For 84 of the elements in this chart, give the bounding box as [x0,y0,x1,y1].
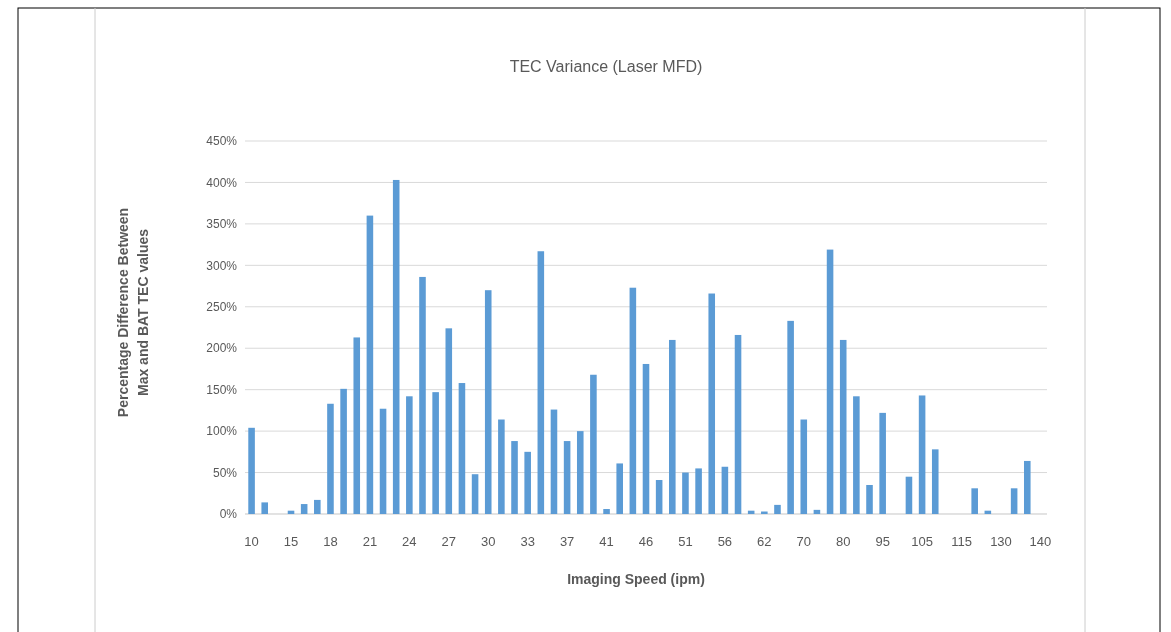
x-tick-label: 41 [599,534,614,549]
y-tick-label: 400% [206,175,238,190]
bar [787,320,794,514]
bar [866,484,873,514]
y-tick-label: 450% [206,134,238,149]
bar [445,328,453,514]
bar [695,468,702,514]
x-tick-label: 105 [911,534,933,549]
bar [655,480,663,514]
bar [498,419,505,514]
bar [379,408,387,514]
bar [419,276,426,514]
bar [839,339,847,514]
x-tick-label: 51 [678,534,693,549]
bar [774,504,781,514]
bar [406,396,413,514]
bar [392,179,400,514]
x-tick-label: 24 [402,534,417,549]
bar [366,215,374,514]
y-axis-title: Percentage Difference Between Max and BAT TEC values [115,207,151,418]
y-tick-label: 0% [219,507,238,522]
bar [879,412,886,514]
bar [563,441,571,514]
chart-title: TEC Variance (Laser MFD) [509,58,703,75]
y-tick-label: 200% [206,341,238,356]
x-tick-label: 70 [796,534,811,549]
bar [484,290,492,514]
x-tick-label: 21 [362,534,378,549]
x-tick-label: 56 [717,534,733,549]
bar [432,392,439,514]
bar [471,474,479,514]
bar [708,293,716,514]
x-axis-title: Imaging Speed (ipm) [567,571,705,587]
bar [721,466,729,514]
bar [800,419,808,514]
bar [918,395,926,514]
x-tick-label: 33 [520,534,535,549]
x-tick-label: 15 [283,534,299,549]
y-tick-label: 350% [206,217,238,232]
y-tick-label: 100% [206,424,238,439]
bar [300,504,308,514]
x-tick-label: 140 [1029,534,1052,549]
bar [590,374,597,514]
bar [682,472,689,514]
bar [511,441,518,514]
x-tick-label: 30 [481,534,496,549]
bar [826,249,834,514]
x-tick-label: 46 [638,534,654,549]
bar [629,287,637,514]
bar [537,251,545,514]
bar [576,431,584,514]
bar [905,476,913,514]
bar [1023,460,1031,514]
bar [853,396,860,514]
x-tick-label: 37 [559,534,575,549]
x-tick-label: 95 [875,534,890,549]
bar [248,427,255,514]
bar [971,488,978,514]
bar [642,363,650,514]
bar [669,339,676,514]
y-tick-label: 50% [212,465,238,480]
bar [524,451,531,514]
bar [616,463,623,514]
x-tick-label: 130 [990,534,1012,549]
x-tick-label: 10 [244,534,259,549]
bar [353,337,361,514]
bar [314,499,321,514]
bar [931,449,939,514]
bar [458,383,466,514]
x-tick-label: 18 [323,534,338,549]
y-tick-label: 150% [206,382,238,397]
x-tick-label: 27 [441,534,457,549]
x-tick-label: 115 [951,534,972,549]
bar [340,388,347,514]
y-tick-label: 250% [206,299,238,314]
bar [734,334,742,514]
x-tick-label: 80 [835,534,851,549]
bar [550,409,558,514]
y-tick-label: 300% [206,258,238,273]
bar [1010,488,1018,514]
x-tick-label: 62 [757,534,772,549]
bar [603,509,610,514]
bar [327,403,334,514]
bar [261,502,269,514]
